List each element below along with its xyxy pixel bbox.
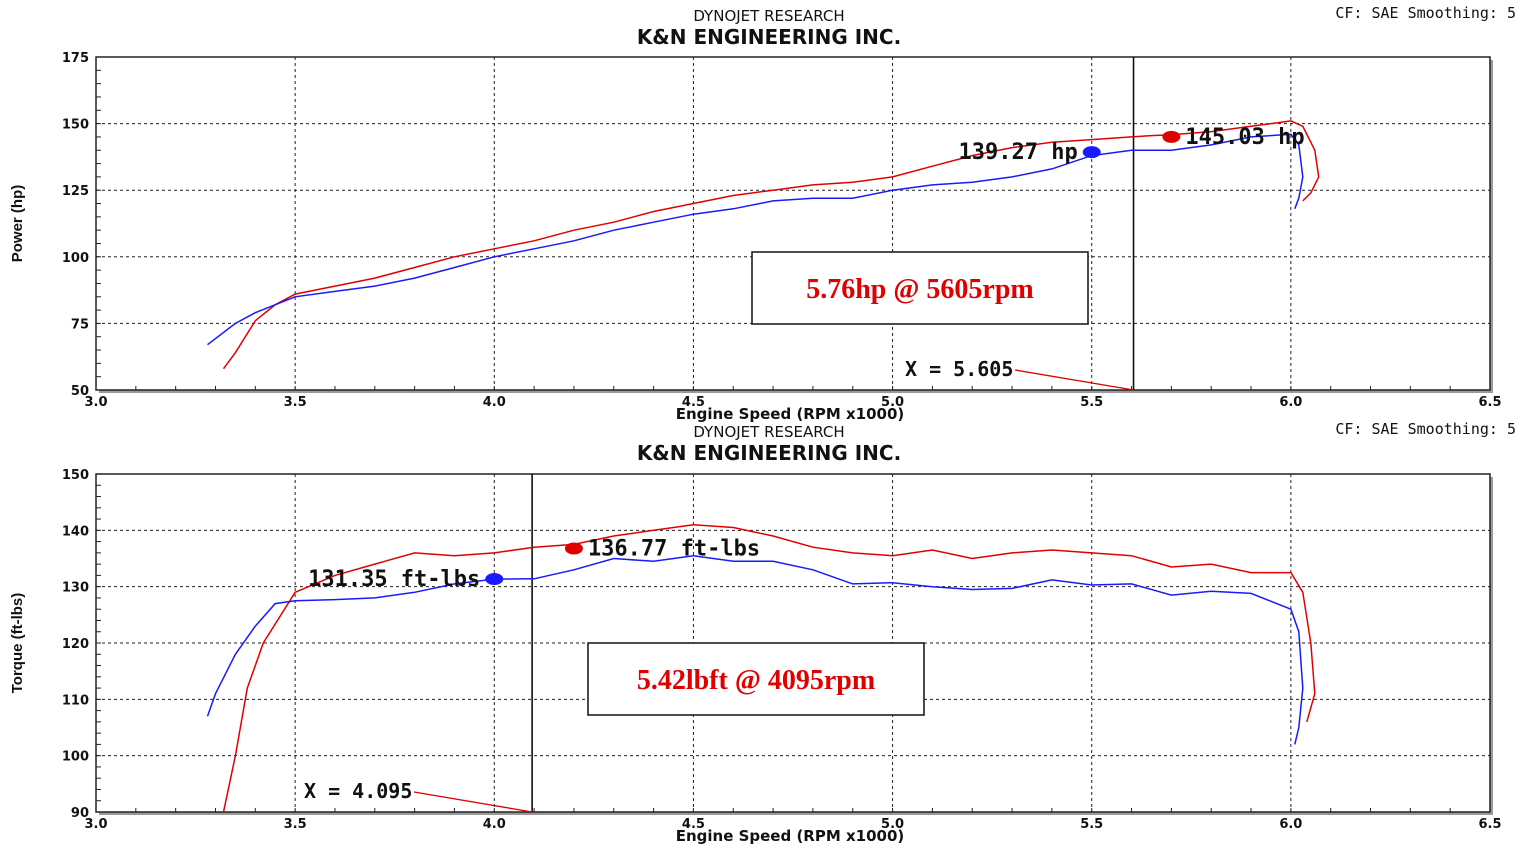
series-line-red xyxy=(222,523,1316,813)
peak-label: 139.27 hp xyxy=(958,140,1077,165)
y-tick-label: 100 xyxy=(62,251,89,266)
annotation-box xyxy=(587,642,925,716)
annotation-text: 5.42lbft @ 4095rpm xyxy=(637,665,875,696)
y-tick-label: 175 xyxy=(62,51,89,66)
y-tick-label: 130 xyxy=(62,581,89,596)
y-tick-label: 90 xyxy=(71,806,89,821)
y-axis-label: Power (hp) xyxy=(9,185,26,263)
chart-title: K&N ENGINEERING INC. xyxy=(637,25,901,49)
x-tick-label: 5.5 xyxy=(1080,817,1103,832)
x-tick-label: 3.0 xyxy=(84,817,107,832)
y-axis-label: Torque (ft-lbs) xyxy=(9,593,26,694)
chart-title: K&N ENGINEERING INC. xyxy=(637,441,901,465)
x-tick-label: 6.0 xyxy=(1279,817,1302,832)
y-tick-label: 50 xyxy=(71,384,89,399)
series-line-blue xyxy=(207,133,1304,346)
annotation-box xyxy=(751,251,1089,325)
chart-brand: DYNOJET RESEARCH xyxy=(693,7,844,25)
x-tick-label: 6.5 xyxy=(1478,817,1501,832)
plot-area xyxy=(95,56,1491,391)
x-tick-label: 5.0 xyxy=(881,817,904,832)
series-line-blue xyxy=(206,554,1304,745)
peak-label: 145.03 hp xyxy=(1185,125,1304,150)
x-tick-label: 5.5 xyxy=(1080,395,1103,410)
x-tick-label: 3.5 xyxy=(284,817,307,832)
series-line-red xyxy=(222,120,1320,370)
x-tick-label: 3.0 xyxy=(84,395,107,410)
x-tick-label: 6.0 xyxy=(1279,395,1302,410)
y-tick-label: 110 xyxy=(62,693,89,708)
x-tick-label: 4.5 xyxy=(682,817,705,832)
cursor-readout: X = 4.095 xyxy=(304,779,412,803)
y-tick-label: 140 xyxy=(62,524,89,539)
x-tick-label: 4.0 xyxy=(483,817,506,832)
annotation-text: 5.76hp @ 5605rpm xyxy=(806,274,1034,305)
peak-label: 131.35 ft-lbs xyxy=(308,567,480,592)
cursor-leader-line xyxy=(1014,369,1134,391)
y-tick-label: 125 xyxy=(62,184,89,199)
y-tick-label: 120 xyxy=(62,637,89,652)
y-tick-label: 150 xyxy=(62,118,89,133)
peak-marker xyxy=(564,542,583,555)
x-tick-label: 3.5 xyxy=(284,395,307,410)
cursor-readout: X = 5.605 xyxy=(905,357,1013,381)
y-tick-label: 100 xyxy=(62,750,89,765)
x-tick-label: 6.5 xyxy=(1478,395,1501,410)
x-tick-label: 4.5 xyxy=(682,395,705,410)
peak-marker xyxy=(1082,146,1101,159)
cursor-leader-line xyxy=(413,791,533,813)
x-tick-label: 4.0 xyxy=(483,395,506,410)
x-axis-label: Engine Speed (RPM x1000) xyxy=(676,405,905,423)
chart-corner-info: CF: SAE Smoothing: 5 xyxy=(1335,4,1516,22)
peak-marker xyxy=(1162,130,1181,143)
chart-corner-info: CF: SAE Smoothing: 5 xyxy=(1335,420,1516,438)
x-axis-label: Engine Speed (RPM x1000) xyxy=(676,827,905,845)
chart-brand: DYNOJET RESEARCH xyxy=(693,423,844,441)
y-tick-label: 75 xyxy=(71,317,89,332)
x-tick-label: 5.0 xyxy=(881,395,904,410)
peak-label: 136.77 ft-lbs xyxy=(588,537,760,562)
peak-marker xyxy=(485,573,504,586)
y-tick-label: 150 xyxy=(62,468,89,483)
